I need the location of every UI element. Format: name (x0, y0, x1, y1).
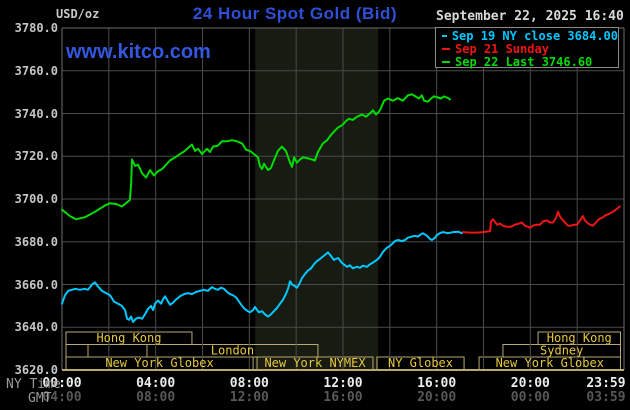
y-tick-label: 3660.0 (14, 277, 58, 292)
session-label: London (211, 344, 254, 358)
x-tick-label-ny: 08:00 (229, 376, 269, 391)
legend-dash-icon (442, 48, 450, 50)
legend-dash-icon (442, 61, 450, 63)
x-tick-label-gmt: 04:00 (42, 390, 82, 405)
y-tick-label: 3700.0 (14, 192, 58, 206)
kitco-watermark-link[interactable]: www.kitco.com (66, 41, 211, 63)
x-tick-label-gmt: 03:59 (586, 390, 626, 405)
y-tick-label: 3620.0 (14, 363, 58, 377)
session-label: New York Globex (105, 356, 213, 370)
series-sep-19-ny-close (61, 230, 463, 323)
legend-item-sep19: Sep 19 NY close 3684.00 (440, 29, 618, 43)
x-tick-label-gmt: 08:00 (136, 390, 176, 405)
y-tick-label: 3680.0 (14, 234, 58, 249)
x-tick-label-gmt: 16:00 (323, 390, 363, 405)
session-label: NY Globex (388, 356, 453, 370)
x-tick-label-gmt: 00:00 (510, 390, 550, 405)
session-label: Hong Kong (96, 331, 161, 345)
y-axis-units-label: USD/oz (56, 7, 100, 21)
y-tick-label: 3740.0 (14, 106, 58, 121)
y-tick-label: 3760.0 (14, 63, 58, 78)
session-label: Hong Kong (547, 331, 612, 345)
session-label: Sydney (540, 344, 583, 358)
x-axis-ny-time-label: NY Time (6, 377, 61, 392)
series-sep-21-sunday (461, 205, 621, 234)
x-tick-label-ny: 04:00 (136, 376, 176, 391)
x-tick-label-gmt: 12:00 (229, 390, 269, 405)
series-sep-22 (61, 93, 451, 221)
chart-datetime: September 22, 2025 16:40 (436, 9, 624, 24)
legend-label: Sep 19 NY close 3684.00 (451, 29, 618, 43)
x-tick-label-ny: 00:00 (42, 376, 82, 391)
x-axis-gmt-label: GMT (28, 391, 52, 406)
session-label: New York NYMEX (264, 356, 366, 370)
x-tick-label-ny: 16:00 (417, 376, 457, 391)
session-box (65, 344, 89, 358)
session-label: New York Globex (496, 356, 604, 370)
legend-item-sep21: Sep 21 Sunday (440, 42, 618, 56)
y-tick-label: 3720.0 (14, 149, 58, 164)
chart-title: 24 Hour Spot Gold (Bid) (192, 4, 398, 23)
legend-dash-icon (442, 35, 447, 37)
legend-item-sep22: Sep 22 Last 3746.60 (440, 55, 618, 69)
legend-label: Sep 21 Sunday (455, 42, 549, 56)
y-tick-label: 3780.0 (14, 21, 58, 35)
legend-box: Sep 19 NY close 3684.00 Sep 21 Sunday Se… (435, 27, 619, 69)
x-tick-label-ny: 23:59 (586, 376, 626, 391)
legend-label: Sep 22 Last 3746.60 (455, 55, 593, 69)
x-tick-label-ny: 12:00 (323, 376, 363, 391)
x-tick-label-gmt: 20:00 (417, 390, 457, 405)
x-tick-label-ny: 20:00 (510, 376, 550, 391)
y-tick-label: 3640.0 (14, 320, 58, 335)
